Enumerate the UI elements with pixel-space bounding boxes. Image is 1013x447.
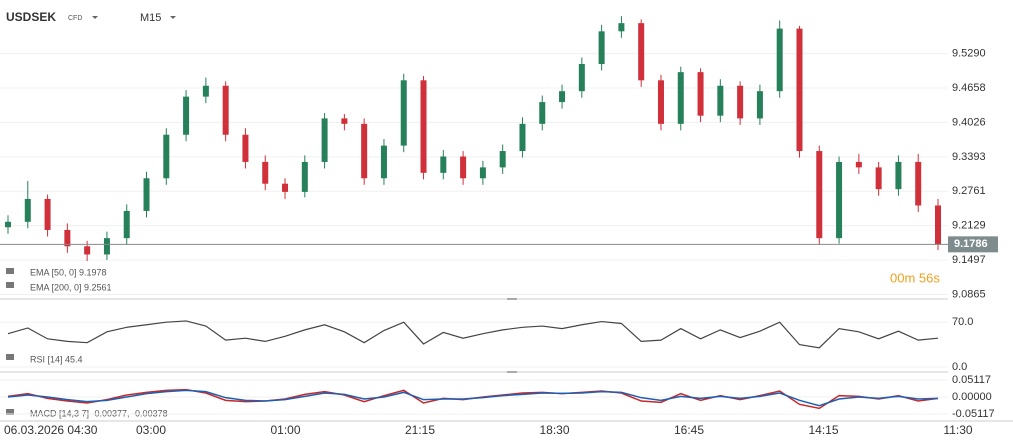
resize-handle[interactable] [507, 371, 517, 373]
legend-icons [6, 268, 14, 415]
candle-body [64, 229, 71, 247]
x-tick-label: 16:45 [674, 423, 704, 437]
candle-body [796, 28, 803, 152]
candle-body [598, 31, 605, 64]
macd-legend: MACD [14,3 7] -0.00377, -0.00378 [30, 408, 168, 418]
y-tick-label: 9.0865 [952, 288, 986, 300]
x-tick-label: 01:00 [270, 423, 300, 437]
candle-body [103, 238, 110, 255]
candle-body [756, 91, 763, 119]
y-tick-label: 9.4658 [952, 82, 986, 94]
candle-body [341, 118, 348, 124]
candle-body [539, 102, 546, 124]
candle-body [578, 63, 585, 92]
x-tick-label: 18:30 [539, 423, 569, 437]
candle-body [776, 28, 783, 92]
rsi-legend: RSI [14] 45.4 [30, 354, 83, 364]
candle-body [855, 161, 862, 168]
y-tick-label: 70.0 [952, 316, 973, 328]
candle-body [163, 134, 170, 179]
candle-body [321, 118, 328, 162]
candle-body [123, 210, 130, 239]
candle-body [242, 134, 249, 162]
candle-body [618, 23, 625, 32]
menu-icon[interactable] [6, 268, 14, 274]
y-tick-label: 0.00000 [952, 391, 992, 403]
dropdown-arrow[interactable] [92, 16, 98, 19]
countdown: 00m 56s [890, 270, 940, 285]
last-price-box [948, 236, 998, 253]
candle-body [460, 156, 467, 179]
ema-legend: EMA [200, 0] 9.2561 [30, 282, 112, 292]
menu-icon[interactable] [6, 354, 14, 360]
y-tick-label: 9.1497 [952, 254, 986, 266]
candle-body [5, 221, 11, 228]
candle-body [84, 246, 91, 255]
candle-body [717, 85, 724, 116]
candle-body [222, 85, 229, 135]
menu-icon[interactable] [6, 282, 14, 288]
last-price-label: 9.1786 [954, 238, 988, 250]
y-tick-label: 9.2761 [952, 185, 986, 197]
candle-body [737, 85, 744, 119]
x-tick-label: 03:00 [136, 423, 166, 437]
y-tick-label: 9.5290 [952, 48, 986, 60]
y-tick-label: 9.4026 [952, 116, 986, 128]
timeframe[interactable]: M15 [140, 12, 161, 24]
candle-body [400, 80, 407, 146]
candle-body [499, 151, 506, 168]
candle-body [697, 72, 704, 116]
candle-body [380, 145, 387, 179]
dropdown-arrow[interactable] [170, 16, 176, 19]
candle-body [895, 161, 902, 190]
candle-body [519, 123, 526, 152]
candle-body [301, 161, 308, 192]
candle-body [143, 178, 150, 211]
candle-body [677, 72, 684, 124]
x-tick-label: 21:15 [405, 423, 435, 437]
candle-body [262, 161, 269, 184]
candle-body [559, 91, 566, 103]
candle-body [282, 183, 289, 192]
x-tick-label: 14:15 [808, 423, 838, 437]
candle-body [183, 96, 190, 135]
y-tick-label: 9.3393 [952, 151, 986, 163]
x-tick-label: 06.03.2026 04:30 [4, 423, 98, 437]
candle-body [836, 161, 843, 239]
y-tick-label: -0.05117 [952, 408, 995, 420]
y-tick-label: 9.2129 [952, 220, 986, 232]
candle-body [638, 23, 645, 81]
candle-body [202, 85, 209, 97]
candle-body [440, 156, 447, 173]
x-tick-label: 11:30 [943, 423, 972, 437]
candle-body [657, 80, 664, 124]
rsi-line [7, 320, 939, 349]
resize-handle[interactable] [507, 298, 517, 300]
candle-body [479, 167, 486, 179]
symbol[interactable]: USDSEK [6, 10, 56, 24]
candle-body [44, 198, 51, 230]
candle-body [935, 205, 941, 245]
candle-body [915, 161, 922, 206]
candle-body [361, 123, 368, 179]
y-tick-label: 0.05117 [952, 374, 991, 386]
candle-body [816, 151, 823, 239]
instrument: CFD [68, 15, 82, 22]
macd-line [7, 389, 939, 407]
candle-body [420, 80, 427, 173]
ema-legend: EMA [50, 0] 9.1978 [30, 267, 107, 277]
menu-icon[interactable] [6, 409, 14, 415]
candle-body [875, 167, 882, 190]
candle-body [24, 198, 31, 222]
y-tick-label: 0.0 [952, 361, 967, 373]
